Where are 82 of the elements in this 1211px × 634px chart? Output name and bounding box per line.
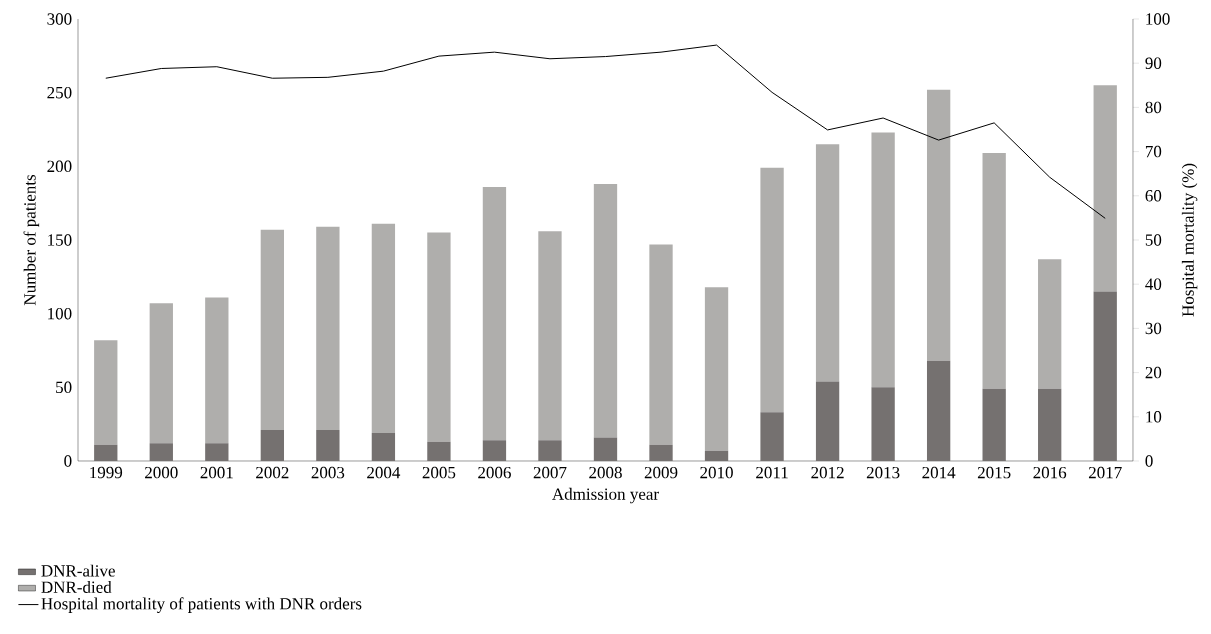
x-tick-label: 2009: [644, 466, 678, 479]
bar: [427, 232, 451, 442]
bar: [427, 441, 451, 461]
y2-tick-label: 50: [1145, 234, 1162, 246]
x-tick-label: 2005: [422, 466, 456, 479]
bar: [649, 244, 673, 445]
bar: [982, 153, 1006, 389]
bar: [871, 387, 895, 461]
bar: [205, 443, 229, 461]
bar: [1093, 291, 1117, 461]
bar: [316, 226, 340, 431]
bar: [1038, 388, 1062, 461]
y2-tick-label: 0: [1145, 455, 1153, 467]
bar: [371, 223, 396, 433]
x-tick-label: 2012: [811, 466, 844, 479]
bar: [593, 184, 618, 438]
bar: [205, 297, 229, 444]
bar: [260, 229, 285, 431]
y2-tick-label: 30: [1145, 322, 1162, 335]
bar: [538, 440, 562, 461]
y-tick-label: 200: [47, 160, 72, 173]
x-tick-label: 2006: [478, 466, 511, 479]
bar: [260, 430, 285, 461]
y2-tick-label: 80: [1145, 101, 1162, 114]
bar: [94, 340, 118, 445]
bar: [982, 388, 1006, 461]
bar: [593, 437, 618, 461]
bar: [316, 430, 340, 461]
bar: [149, 443, 173, 461]
x-tick-label: 2001: [200, 466, 233, 479]
y-tick-label: 150: [48, 234, 72, 246]
bar: [926, 89, 951, 361]
x-tick-label: 2002: [256, 466, 289, 479]
bar: [815, 144, 840, 382]
y2-tick-label: 100: [1146, 13, 1170, 25]
y2-tick-label: 20: [1145, 366, 1162, 379]
x-tick-label: 2017: [1088, 466, 1122, 479]
x-tick-label: 2008: [589, 466, 622, 479]
bar: [94, 444, 118, 461]
x-tick-label: 2003: [311, 466, 345, 479]
x-tick-label: 2010: [700, 466, 733, 479]
y2-tick-label: 10: [1146, 411, 1162, 423]
x-tick-label: 2014: [922, 466, 956, 479]
y-tick-label: 0: [64, 455, 72, 467]
bar: [704, 450, 729, 461]
bar: [649, 444, 673, 461]
bar: [538, 231, 562, 441]
y2-tick-label: 60: [1145, 190, 1162, 202]
bar: [482, 440, 507, 461]
bar: [926, 360, 951, 461]
legend-label: DNR-died: [41, 580, 112, 593]
y-axis-title: Number of patients: [23, 174, 40, 306]
bar: [760, 412, 784, 461]
y2-tick-label: 90: [1145, 57, 1162, 69]
x-tick-label: 2011: [756, 466, 788, 479]
bar: [1038, 259, 1062, 389]
bar: [149, 303, 173, 444]
bar: [760, 167, 784, 413]
y2-tick-label: 70: [1145, 145, 1162, 158]
y-tick-label: 250: [47, 86, 72, 99]
bar: [1093, 85, 1117, 292]
x-tick-label: 2007: [533, 466, 567, 479]
y2-tick-label: 40: [1145, 278, 1162, 290]
bar: [482, 186, 507, 441]
bar: [371, 432, 396, 461]
y-tick-label: 50: [56, 381, 72, 394]
legend-label: Hospital mortality of patients with DNR orders: [41, 597, 362, 613]
bar: [871, 132, 895, 388]
x-axis-title: Admission year: [552, 487, 659, 504]
y2-axis-title: Hospital mortality (%): [1181, 163, 1198, 317]
y-tick-label: 100: [48, 307, 72, 320]
x-tick-label: 2000: [145, 466, 178, 479]
x-tick-label: 2013: [866, 466, 900, 479]
x-tick-label: 2004: [367, 466, 401, 479]
line-series: [105, 44, 1106, 219]
y-tick-label: 300: [47, 13, 72, 25]
x-tick-label: 2015: [977, 466, 1011, 479]
x-tick-label: 2016: [1033, 466, 1067, 479]
x-tick-label: 1999: [90, 466, 123, 479]
bar: [704, 287, 729, 451]
legend-label: DNR-alive: [41, 564, 115, 577]
bar: [815, 381, 840, 461]
